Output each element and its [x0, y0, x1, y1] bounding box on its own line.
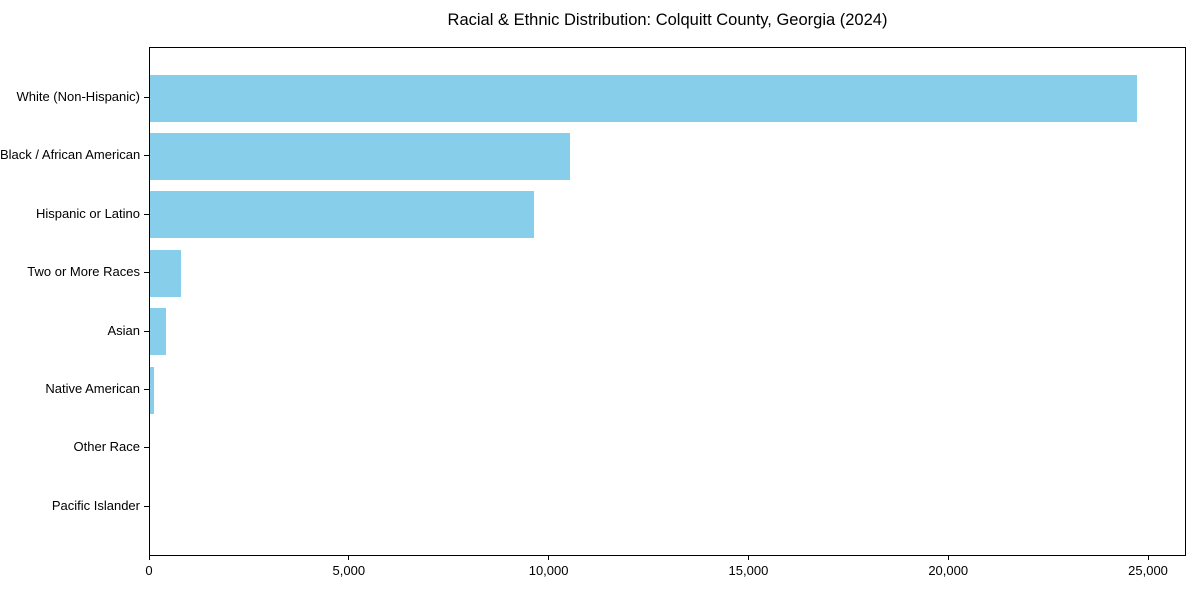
y-tick-mark: [144, 330, 149, 332]
y-axis-label: White (Non-Hispanic): [16, 89, 140, 104]
x-tick-mark: [747, 556, 749, 560]
y-axis-label: Black / African American: [0, 147, 141, 163]
y-axis-label: Pacific Islander: [51, 497, 140, 513]
bar: [150, 249, 182, 297]
y-tick-mark: [144, 505, 149, 507]
bar: [150, 132, 570, 180]
plot-area: [149, 47, 1186, 556]
x-tick-mark: [348, 556, 350, 560]
x-tick-mark: [1147, 556, 1149, 560]
y-axis-label: Asian: [107, 322, 140, 338]
y-tick-mark: [144, 447, 149, 449]
y-tick-mark: [144, 155, 149, 157]
y-axis-label: Native American: [45, 381, 140, 396]
x-tick-label: 25,000: [1128, 563, 1168, 578]
y-axis-label: Two or More Races: [27, 264, 140, 280]
y-axis-label: Other Race: [73, 439, 140, 455]
x-tick-label: 20,000: [928, 563, 969, 578]
x-tick-mark: [947, 556, 949, 560]
y-tick-mark: [144, 389, 149, 390]
y-axis-label: Hispanic or Latino: [35, 205, 140, 221]
y-tick-mark: [144, 272, 149, 274]
x-tick-label: 5,000: [332, 563, 366, 578]
y-tick-mark: [144, 97, 149, 98]
bar: [150, 308, 166, 356]
x-tick-mark: [548, 556, 550, 560]
x-tick-label: 0: [145, 563, 153, 578]
y-tick-mark: [144, 213, 149, 215]
bar: [150, 191, 534, 239]
x-tick-label: 15,000: [728, 563, 769, 578]
bar: [150, 366, 154, 414]
x-tick-mark: [148, 556, 150, 560]
x-tick-label: 10,000: [528, 563, 569, 578]
chart-title: Racial & Ethnic Distribution: Colquitt C…: [447, 11, 888, 29]
bar: [150, 74, 1138, 122]
